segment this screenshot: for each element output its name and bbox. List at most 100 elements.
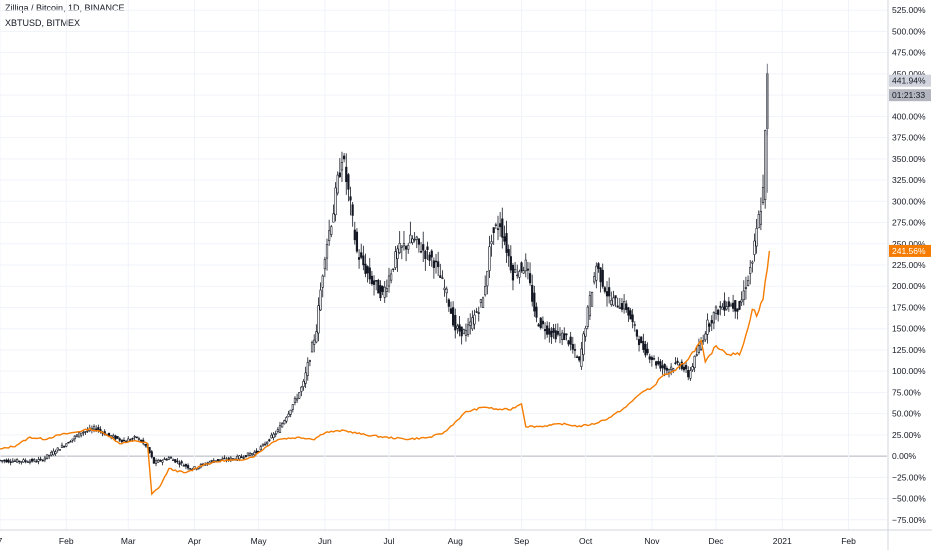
candle [742,280,745,306]
candle [372,275,376,296]
x-tick-label: Mar [121,536,136,546]
candle [276,427,279,434]
candle [157,458,160,463]
y-tick-label: 75.00% [892,387,921,397]
candle [22,458,25,463]
candle [375,280,378,291]
candle-body [56,447,59,451]
candle-body [302,381,305,387]
candle [58,449,61,451]
candle [648,353,651,364]
candle [584,325,587,342]
x-tick-label: 2021 [773,536,792,546]
y-tick-label: −50.00% [892,494,926,504]
candle [676,357,679,366]
candle [580,341,583,370]
candle [509,245,512,274]
candle-body [152,457,155,464]
candle-body [614,295,617,299]
candle [593,272,596,285]
y-tick-label: 125.00% [892,345,926,355]
candle-body [734,300,737,312]
candle [749,260,752,285]
y-tick-label: 375.00% [892,133,926,143]
candle [563,327,566,341]
candle [712,311,715,330]
x-tick-label: Feb [841,536,856,546]
candle-body [612,297,615,306]
candle-body [575,356,579,358]
candle-body [753,240,756,255]
candle [695,346,698,357]
candle-body [490,241,493,245]
candle-body [150,451,153,458]
candle-body [272,433,275,438]
candle [490,234,493,257]
candle [687,366,690,381]
y-tick-label: 25.00% [892,430,921,440]
candle-body [443,287,446,290]
candle [595,262,598,289]
candle-body [186,465,190,469]
candle [640,336,643,344]
candle-body [30,458,34,462]
candle [270,432,273,439]
candle-body [45,454,49,459]
main-series-legend[interactable]: Zilliqa / Bitcoin, 1D, BINANCE [5,3,125,13]
candle [552,324,555,339]
candle-body [428,254,431,261]
y-tick-label: 325.00% [892,175,926,185]
candle-body [321,275,324,288]
compare-series-line [0,251,771,496]
candle-body [723,300,726,311]
candle [599,267,602,293]
candle [635,329,639,341]
candle-body [39,458,42,461]
candle [719,301,722,316]
candle-body [413,238,416,241]
candle-body [364,263,367,274]
candle-body [655,361,658,366]
candle-body [315,331,318,343]
candle [623,294,626,314]
candle [71,438,74,443]
candle-body [608,287,611,297]
grid-layer [0,0,887,530]
candle [11,458,14,463]
candle [452,301,455,328]
candle [261,443,264,447]
candle [9,458,12,466]
candle-body [375,280,378,282]
compare-series-legend[interactable]: XBTUSD, BITMEX [5,18,81,28]
candle-body [381,286,384,292]
candle-body [172,459,175,461]
candle [306,357,309,381]
candle-body [22,459,25,463]
candle-body [253,452,256,456]
candle [588,291,592,321]
candle-body [84,431,87,433]
compare-line-layer [0,251,771,496]
candle [548,322,551,343]
candle-body [133,436,136,438]
x-tick-label: Dec [708,536,724,546]
candle-body [396,248,399,259]
candle [535,302,538,323]
candle-body [357,257,361,260]
candle [1,460,4,464]
candle-body [571,344,574,350]
candle [646,342,649,356]
candle [178,460,181,468]
candle-body [377,279,380,294]
candle-body [509,256,512,271]
candle-body [582,333,585,355]
candle-body [689,370,692,379]
candle-body [242,457,245,459]
candle [505,220,508,263]
candle [488,235,491,278]
candle-body [706,319,709,335]
candle-body [394,251,397,268]
candle-body [432,260,435,268]
